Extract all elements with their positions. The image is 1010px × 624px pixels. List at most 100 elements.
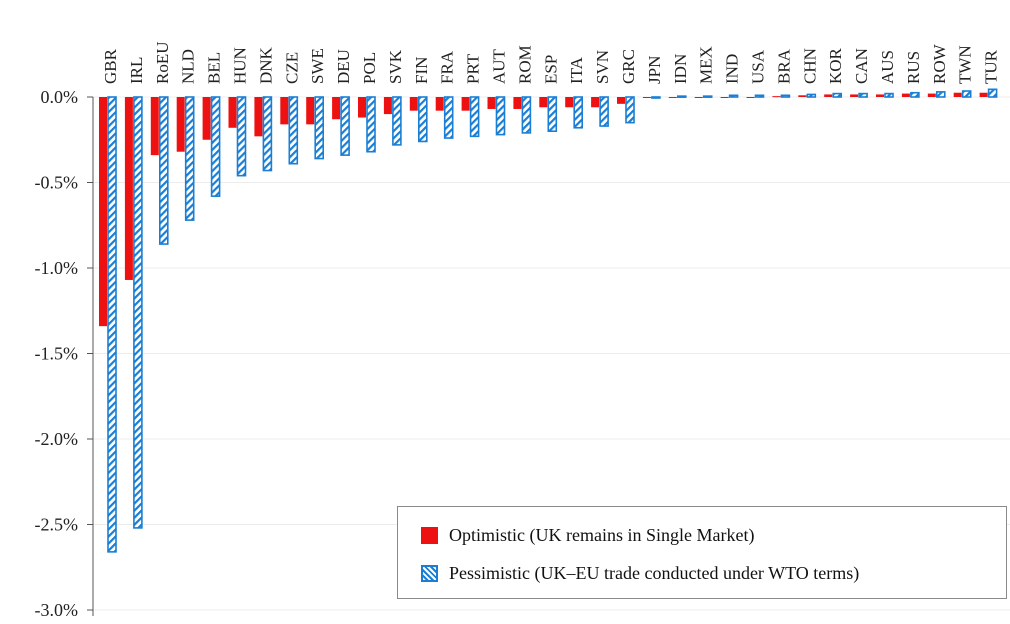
bar-pessimistic: [935, 91, 946, 98]
bar-optimistic: [383, 97, 392, 115]
bar-pessimistic: [107, 96, 117, 553]
legend-swatch-pessimistic: [421, 564, 438, 582]
bar-pessimistic: [832, 92, 843, 98]
bar-pessimistic: [133, 96, 143, 529]
bar-optimistic: [254, 97, 263, 137]
x-category-label: CAN: [852, 48, 871, 84]
bar-pessimistic: [702, 95, 713, 98]
legend-item-optimistic: Optimistic (UK remains in Single Market): [421, 524, 754, 546]
x-category-label: AUT: [490, 48, 509, 84]
x-category-label: SVK: [386, 49, 405, 84]
bar-optimistic: [539, 97, 548, 108]
x-category-label: ROM: [515, 45, 534, 84]
x-category-label: RUS: [904, 51, 923, 84]
x-category-label: ROW: [930, 43, 949, 84]
x-category-label: USA: [749, 49, 768, 84]
x-category-label: FRA: [438, 50, 457, 84]
bar-pessimistic: [780, 94, 791, 98]
x-category-label: IRL: [127, 57, 146, 84]
y-tick-label: -3.0%: [35, 600, 79, 619]
bar-pessimistic: [858, 92, 868, 98]
bar-pessimistic: [625, 96, 635, 124]
bar-optimistic: [280, 97, 289, 125]
x-category-label: RoEU: [153, 42, 172, 85]
bar-pessimistic: [314, 96, 325, 160]
bar-optimistic: [746, 97, 755, 98]
y-tick-label: -2.5%: [35, 515, 79, 535]
bar-optimistic: [927, 93, 936, 97]
bar-optimistic: [953, 92, 962, 97]
bar-optimistic: [798, 95, 807, 97]
bar-pessimistic: [495, 96, 506, 136]
bar-optimistic: [487, 97, 496, 109]
x-category-label: SVN: [593, 50, 612, 84]
bar-optimistic: [668, 97, 677, 98]
x-category-label: MEX: [697, 46, 716, 84]
legend-label-optimistic: Optimistic (UK remains in Single Market): [449, 524, 755, 545]
x-category-label: KOR: [826, 47, 845, 84]
bar-optimistic: [591, 97, 600, 108]
bar-pessimistic: [210, 96, 221, 197]
bar-optimistic: [124, 97, 133, 280]
y-tick-label: -0.5%: [35, 173, 79, 193]
x-category-label: AUS: [878, 50, 897, 84]
x-category-label: IDN: [671, 54, 690, 84]
x-category-label: ITA: [567, 56, 586, 84]
x-category-label: GBR: [101, 48, 120, 84]
bar-pessimistic: [573, 96, 584, 129]
x-category-label: DEU: [334, 49, 353, 84]
bar-optimistic: [513, 97, 522, 109]
x-category-label: IND: [723, 54, 742, 84]
bar-pessimistic: [599, 96, 609, 127]
bar-pessimistic: [651, 96, 661, 99]
legend: Optimistic (UK remains in Single Market)…: [397, 506, 1007, 599]
y-tick-label: -1.5%: [35, 344, 79, 364]
bar-optimistic: [772, 96, 781, 98]
bar-pessimistic: [366, 96, 376, 153]
bar-optimistic: [306, 97, 315, 125]
bar-optimistic: [694, 97, 703, 98]
y-tick-label: -2.0%: [35, 429, 79, 449]
x-axis-category-labels: GBR IRL RoEU NLD BEL HUN DNK CZE SWE DEU POL SVK FIN…: [101, 42, 1001, 85]
bar-optimistic: [565, 97, 574, 108]
bar-pessimistic: [340, 96, 350, 156]
y-tick-label: 0.0%: [41, 87, 79, 107]
x-category-label: ESP: [541, 55, 560, 84]
bar-pessimistic: [806, 93, 817, 98]
bar-optimistic: [824, 94, 833, 97]
x-category-label: BEL: [205, 52, 224, 84]
bar-pessimistic: [961, 90, 972, 98]
x-category-label: BRA: [774, 48, 793, 84]
legend-swatch-optimistic: [421, 526, 438, 544]
bar-pessimistic: [469, 96, 480, 138]
legend-label-pessimistic: Pessimistic (UK–EU trade conducted under…: [449, 562, 860, 583]
bar-optimistic: [150, 97, 159, 156]
bar-optimistic: [358, 97, 366, 118]
x-category-label: PRT: [464, 53, 483, 84]
bar-pessimistic: [676, 95, 687, 98]
bar-pessimistic: [262, 96, 273, 172]
x-category-label: GRC: [619, 49, 638, 84]
bar-pessimistic: [236, 96, 247, 177]
x-category-label: POL: [360, 52, 379, 84]
bar-pessimistic: [884, 92, 894, 98]
x-category-label: FIN: [412, 57, 431, 84]
bar-pessimistic: [443, 96, 454, 139]
bar-optimistic: [979, 92, 988, 97]
bar-pessimistic: [417, 96, 428, 143]
bar-optimistic: [202, 97, 211, 140]
bar-pessimistic: [392, 96, 402, 146]
bars: [99, 88, 998, 553]
bar-optimistic: [176, 97, 185, 152]
bar-optimistic: [332, 97, 341, 120]
x-category-label: TWN: [956, 45, 975, 84]
bar-optimistic: [876, 94, 884, 97]
bar-optimistic: [901, 93, 910, 97]
y-axis-ticks: 0.0% -0.5% -1.0% -1.5% -2.0% -2.5% -3.0%: [35, 87, 94, 620]
bar-pessimistic: [910, 91, 920, 98]
bar-pessimistic: [184, 96, 195, 221]
bar-pessimistic: [288, 96, 299, 165]
bar-optimistic: [617, 97, 625, 104]
